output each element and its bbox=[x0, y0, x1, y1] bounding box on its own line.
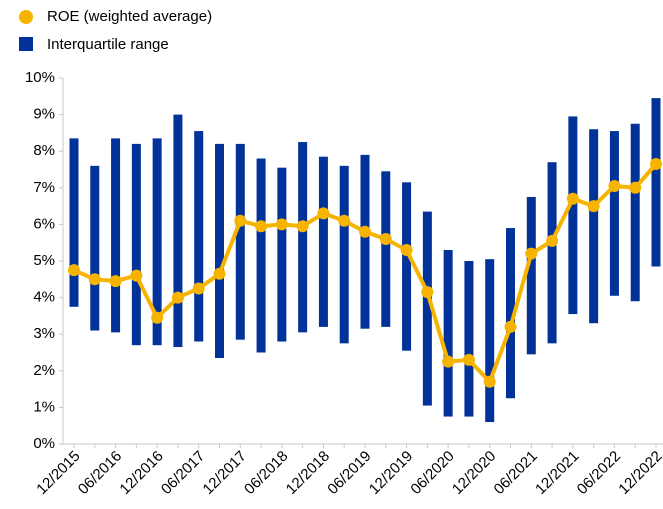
iqr-bar bbox=[526, 196, 536, 355]
x-tick-label: 12/2016 bbox=[116, 448, 166, 498]
x-tick-label: 06/2019 bbox=[324, 448, 374, 498]
roe-point bbox=[255, 220, 268, 233]
y-tick-label: 4% bbox=[33, 289, 55, 306]
roe-point bbox=[130, 269, 143, 282]
roe-point bbox=[608, 179, 621, 192]
x-tick-label: 06/2020 bbox=[407, 448, 457, 498]
legend-marker bbox=[19, 10, 33, 24]
iqr-bar bbox=[506, 228, 515, 399]
roe-point bbox=[192, 282, 205, 295]
roe-point bbox=[296, 220, 309, 233]
iqr-bar bbox=[235, 143, 245, 340]
roe-point bbox=[546, 234, 559, 247]
roe-point bbox=[400, 244, 413, 257]
iqr-bar bbox=[69, 138, 79, 307]
roe-point bbox=[650, 158, 662, 171]
roe-point bbox=[338, 214, 351, 227]
iqr-bar bbox=[609, 131, 619, 296]
y-tick-label: 6% bbox=[33, 215, 55, 232]
iqr-bar bbox=[422, 211, 432, 406]
y-tick-label: 7% bbox=[33, 179, 55, 196]
roe-point bbox=[151, 311, 164, 324]
roe-point bbox=[275, 218, 288, 231]
y-tick-label: 10% bbox=[25, 69, 55, 86]
iqr-bar bbox=[173, 114, 183, 348]
roe-point bbox=[88, 273, 101, 286]
iqr-bar bbox=[256, 158, 266, 353]
y-tick-label: 1% bbox=[33, 398, 55, 415]
iqr-bar bbox=[381, 171, 391, 327]
iqr-bar bbox=[111, 138, 121, 333]
roe-point bbox=[462, 353, 475, 366]
legend-label: Interquartile range bbox=[47, 36, 169, 53]
y-tick-label: 5% bbox=[33, 252, 55, 269]
y-tick-label: 9% bbox=[33, 106, 55, 123]
x-tick-label: 06/2021 bbox=[491, 448, 541, 498]
iqr-bar bbox=[547, 162, 557, 344]
roe-point bbox=[566, 192, 579, 205]
x-tick-label: 12/2015 bbox=[33, 448, 83, 498]
roe-point bbox=[68, 264, 80, 277]
y-tick-label: 8% bbox=[33, 142, 55, 159]
iqr-bar bbox=[152, 138, 162, 346]
roe-point bbox=[421, 286, 434, 299]
x-tick-label: 06/2018 bbox=[241, 448, 291, 498]
iqr-bar bbox=[277, 167, 287, 342]
iqr-bar bbox=[568, 116, 578, 315]
iqr-bar bbox=[318, 156, 328, 327]
roe-point bbox=[587, 200, 600, 213]
iqr-bar bbox=[589, 129, 599, 324]
x-tick-label: 12/2019 bbox=[366, 448, 416, 498]
y-tick-label: 3% bbox=[33, 325, 55, 342]
iqr-bar bbox=[651, 98, 661, 267]
y-tick-label: 2% bbox=[33, 362, 55, 379]
roe-point bbox=[379, 233, 392, 246]
roe-point bbox=[213, 267, 226, 280]
x-tick-label: 12/2021 bbox=[532, 448, 582, 498]
roe-point bbox=[171, 291, 184, 304]
iqr-bar bbox=[485, 259, 495, 423]
roe-point bbox=[234, 214, 247, 227]
roe-point bbox=[317, 207, 330, 220]
roe-point bbox=[359, 225, 371, 238]
iqr-bar bbox=[90, 165, 100, 331]
x-tick-label: 12/2017 bbox=[200, 448, 250, 498]
roe-point bbox=[525, 247, 538, 260]
x-tick-label: 12/2020 bbox=[449, 448, 499, 498]
iqr-bar bbox=[298, 142, 308, 333]
roe-point bbox=[504, 320, 517, 333]
iqr-bar bbox=[360, 154, 370, 329]
roe-point bbox=[442, 355, 455, 368]
x-tick-label: 06/2016 bbox=[75, 448, 125, 498]
x-tick-label: 06/2022 bbox=[574, 448, 624, 498]
roe-point bbox=[109, 275, 122, 288]
y-tick-label: 0% bbox=[33, 435, 55, 452]
legend-label: ROE (weighted average) bbox=[47, 8, 212, 25]
x-tick-label: 12/2022 bbox=[615, 448, 663, 498]
x-tick-label: 12/2018 bbox=[283, 448, 333, 498]
iqr-bar bbox=[215, 143, 224, 358]
iqr-bar bbox=[630, 123, 640, 302]
iqr-bar bbox=[464, 261, 474, 417]
iqr-bar bbox=[194, 131, 204, 342]
roe-point bbox=[483, 375, 496, 388]
roe-point bbox=[629, 181, 642, 194]
legend-marker bbox=[19, 37, 33, 51]
iqr-bar bbox=[131, 143, 141, 346]
x-tick-label: 06/2017 bbox=[158, 448, 208, 498]
iqr-bar bbox=[443, 250, 453, 417]
iqr-bar bbox=[402, 182, 412, 351]
iqr-bar bbox=[339, 165, 349, 344]
